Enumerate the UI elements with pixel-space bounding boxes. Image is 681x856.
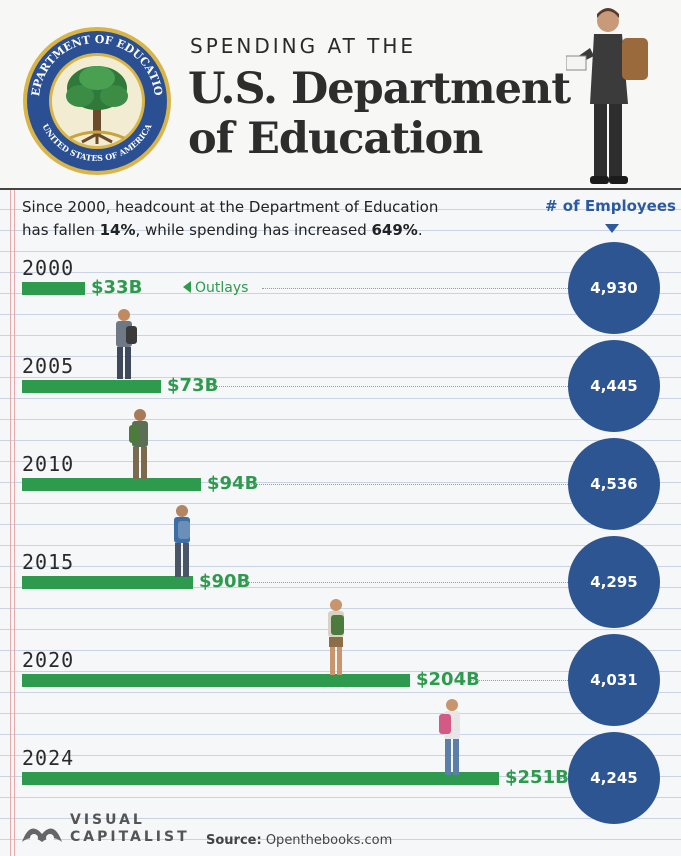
intro-line-2-part: . bbox=[417, 221, 423, 239]
leader-line bbox=[251, 484, 568, 485]
outlays-label: Outlays bbox=[195, 280, 249, 296]
student-figure-icon bbox=[439, 699, 460, 775]
employees-column-header: # of Employees bbox=[545, 197, 676, 215]
header: DEPARTMENT OF EDUCATION UNITED STATES OF… bbox=[0, 0, 681, 190]
employee-count-circle: 4,536 bbox=[568, 438, 660, 530]
source-note: Source: Openthebooks.com bbox=[206, 833, 392, 848]
student-figure-icon bbox=[129, 409, 148, 479]
brand-line-2: CAPITALIST bbox=[70, 829, 190, 845]
down-arrow-icon bbox=[605, 224, 619, 233]
intro-text: Since 2000, headcount at the Department … bbox=[22, 196, 492, 242]
brand-line-1: VISUAL bbox=[70, 812, 145, 828]
outlay-value-label: $251B bbox=[505, 767, 569, 788]
outlay-bar bbox=[22, 380, 161, 393]
outlay-value-label: $90B bbox=[199, 571, 251, 592]
employee-count-circle: 4,445 bbox=[568, 340, 660, 432]
department-seal-icon: DEPARTMENT OF EDUCATION UNITED STATES OF… bbox=[22, 26, 171, 175]
outlay-bar bbox=[22, 674, 410, 687]
employee-count-circle: 4,031 bbox=[568, 634, 660, 726]
source-value: Openthebooks.com bbox=[265, 833, 393, 848]
leader-line bbox=[211, 386, 568, 387]
notebook-margin-line bbox=[14, 0, 15, 856]
leader-line bbox=[471, 680, 568, 681]
year-label: 2024 bbox=[22, 746, 75, 770]
year-label: 2010 bbox=[22, 452, 75, 476]
year-label: 2020 bbox=[22, 648, 75, 672]
year-label: 2000 bbox=[22, 256, 75, 280]
student-figure-icon bbox=[328, 599, 344, 675]
outlay-bar bbox=[22, 478, 201, 491]
outlay-bar bbox=[22, 576, 193, 589]
intro-line-2-part: , while spending has increased bbox=[135, 221, 372, 239]
kicker-text: SPENDING AT THE bbox=[190, 34, 417, 58]
headcount-change: 14% bbox=[99, 221, 136, 239]
outlay-bar bbox=[22, 282, 85, 295]
outlay-value-label: $73B bbox=[167, 375, 219, 396]
visual-capitalist-logo-icon bbox=[22, 828, 62, 842]
student-figure-icon bbox=[174, 505, 190, 577]
notebook-margin-line bbox=[10, 0, 11, 856]
employee-count-circle: 4,245 bbox=[568, 732, 660, 824]
intro-line-1: Since 2000, headcount at the Department … bbox=[22, 198, 439, 216]
source-label: Source: bbox=[206, 833, 262, 848]
page-title-line-1: U.S. Department bbox=[188, 64, 571, 114]
employee-count-circle: 4,930 bbox=[568, 242, 660, 334]
left-triangle-icon bbox=[183, 281, 191, 293]
intro-line-2-part: has fallen bbox=[22, 221, 100, 239]
outlay-bar bbox=[22, 772, 499, 785]
year-label: 2015 bbox=[22, 550, 75, 574]
page-title-line-2: of Education bbox=[188, 114, 483, 164]
student-figure-icon bbox=[116, 309, 137, 379]
brand-name: VISUAL CAPITALIST bbox=[70, 812, 190, 846]
leader-line bbox=[243, 582, 568, 583]
leader-line bbox=[560, 778, 568, 779]
outlay-value-label: $204B bbox=[416, 669, 480, 690]
spending-change: 649% bbox=[371, 221, 418, 239]
outlay-value-label: $94B bbox=[207, 473, 259, 494]
student-figure-reading-icon bbox=[566, 8, 648, 184]
employee-count-circle: 4,295 bbox=[568, 536, 660, 628]
year-label: 2005 bbox=[22, 354, 75, 378]
outlay-value-label: $33B bbox=[91, 277, 143, 298]
outlays-annotation: Outlays bbox=[183, 280, 248, 296]
leader-line bbox=[262, 288, 568, 289]
